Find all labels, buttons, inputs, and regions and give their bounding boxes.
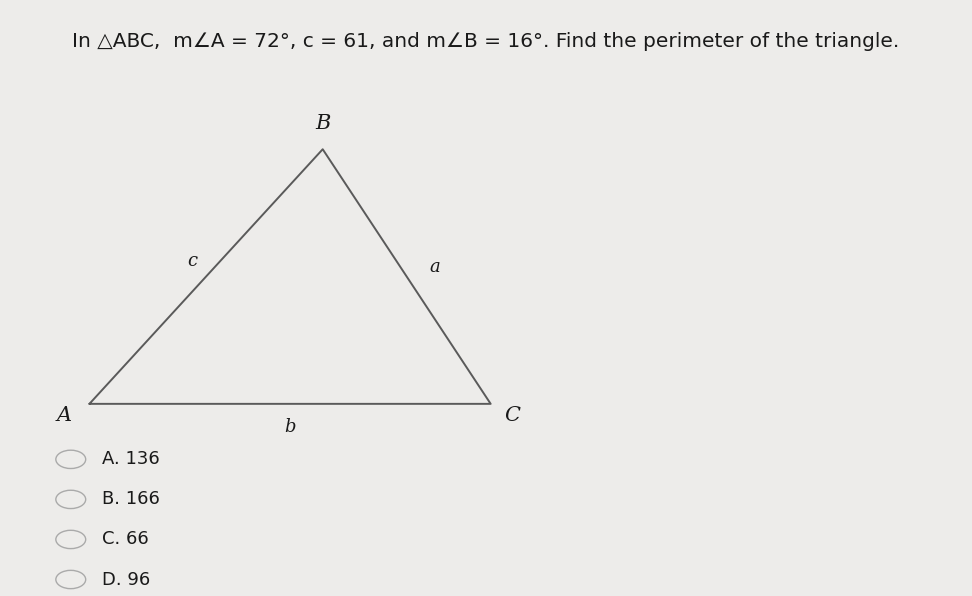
Text: B. 166: B. 166 xyxy=(102,491,160,508)
Text: D. 96: D. 96 xyxy=(102,570,151,588)
Text: A. 136: A. 136 xyxy=(102,451,160,468)
Text: C. 66: C. 66 xyxy=(102,530,150,548)
Text: In △ABC,  m∠A = 72°, c = 61, and m∠B = 16°. Find the perimeter of the triangle.: In △ABC, m∠A = 72°, c = 61, and m∠B = 16… xyxy=(72,32,900,51)
Text: b: b xyxy=(284,418,295,436)
Text: c: c xyxy=(187,252,197,270)
Text: B: B xyxy=(315,114,330,133)
Text: A: A xyxy=(56,406,72,425)
Text: C: C xyxy=(504,406,520,425)
Text: a: a xyxy=(430,257,440,275)
